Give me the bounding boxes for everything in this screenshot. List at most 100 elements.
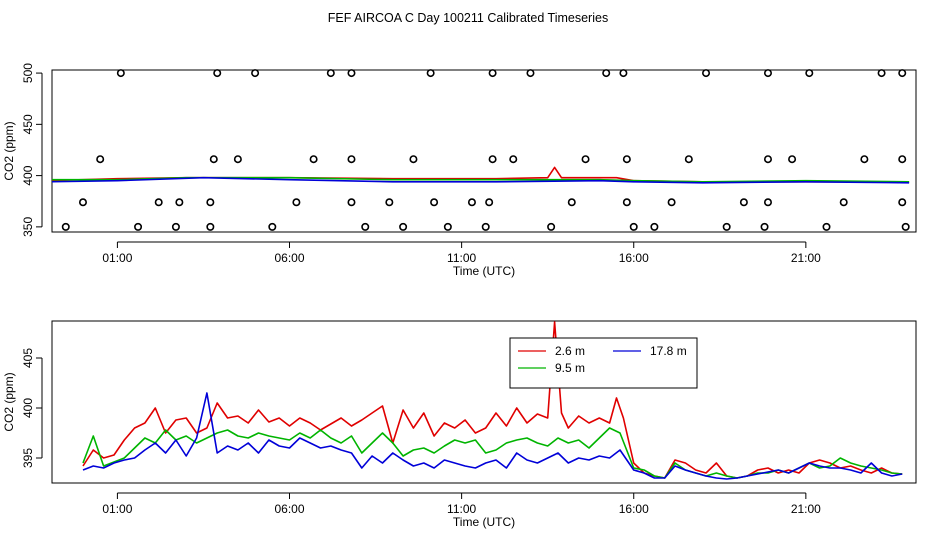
calibration-marker [347,155,356,164]
calibration-marker [877,69,886,78]
calibration-marker [650,222,659,231]
calibration-marker [667,198,676,207]
calibration-marker [206,198,215,207]
calibration-marker [898,198,907,207]
calibration-marker [78,198,87,207]
calibration-marker [763,155,772,164]
calibration-marker [361,222,370,231]
calibration-marker [309,155,318,164]
calibration-marker [788,155,797,164]
calibration-marker [581,155,590,164]
calibration-marker [898,69,907,78]
plot-data-area [52,166,910,184]
calibration-marker [347,69,356,78]
calibration-marker [839,198,848,207]
calibration-marker [409,155,418,164]
calibration-marker [763,69,772,78]
calibration-marker [213,69,222,78]
calibration-marker [206,222,215,231]
calibration-marker [430,198,439,207]
calibration-marker [602,69,611,78]
legend-label: 9.5 m [555,361,585,375]
series-line-2-6-m [82,321,903,479]
plot-frame [51,320,917,484]
calibration-marker [622,155,631,164]
legend-box [509,337,698,389]
calibration-marker [347,198,356,207]
x-tick-label: 21:00 [791,251,821,265]
calibration-marker [488,155,497,164]
x-tick-label: 16:00 [619,251,649,265]
calibration-marker [426,69,435,78]
calibration-marker [488,69,497,78]
calibration-marker [268,222,277,231]
legend-label: 2.6 m [555,344,585,358]
calibration-marker [467,198,476,207]
calibration-marker [154,198,163,207]
calibration-marker [547,222,556,231]
calibration-marker [684,155,693,164]
x-tick-label: 11:00 [447,251,476,265]
calibration-marker [622,198,631,207]
calibration-marker [898,155,907,164]
calibration-marker [763,198,772,207]
calibration-marker [399,222,408,231]
series-line-17-8-m [82,392,903,480]
x-tick-label: 01:00 [102,502,132,516]
y-axis-label: CO2 (ppm) [2,372,16,431]
series-line-2 [52,176,910,184]
calibration-marker [209,155,218,164]
page-title: FEF AIRCOA C Day 100211 Calibrated Times… [328,11,608,25]
x-tick-label: 06:00 [274,251,304,265]
calibration-marker [901,222,910,231]
calibration-marker [760,222,769,231]
legend-label: 17.8 m [650,344,687,358]
calibration-marker [326,69,335,78]
calibration-marker [251,69,260,78]
x-tick-label: 06:00 [274,502,304,516]
calibration-marker [619,69,628,78]
x-tick-label: 16:00 [619,502,649,516]
plot-data-area [82,321,903,480]
calibration-marker [567,198,576,207]
calibration-marker [629,222,638,231]
calibration-marker [722,222,731,231]
calibration-marker [485,198,494,207]
calibration-marker [739,198,748,207]
y-tick-label: 450 [21,114,35,134]
calibration-marker [171,222,180,231]
calibration-marker [116,69,125,78]
calibration-marker [822,222,831,231]
calibration-marker [61,222,70,231]
y-tick-label: 400 [21,398,35,418]
calibration-marker [860,155,869,164]
x-tick-label: 21:00 [791,502,821,516]
y-tick-label: 395 [21,448,35,468]
top-panel-chart: 01:00 06:00 11:00 16:00 21:00 Time (UTC) 350 40… [2,63,917,278]
calibration-marker [233,155,242,164]
y-tick-label: 350 [21,217,35,237]
x-tick-label: 01:00 [102,251,132,265]
y-axis-label: CO2 (ppm) [2,121,16,180]
calibration-marker [443,222,452,231]
calibration-marker [134,222,143,231]
calibration-marker [96,155,105,164]
plot-frame [51,69,917,233]
calibration-marker [481,222,490,231]
calibration-marker [385,198,394,207]
y-tick-label: 405 [21,348,35,368]
calibration-marker [526,69,535,78]
y-tick-label: 500 [21,63,35,83]
calibration-marker [805,69,814,78]
x-axis-label: Time (UTC) [453,515,515,529]
calibration-marker [702,69,711,78]
y-tick-label: 400 [21,165,35,185]
x-axis-label: Time (UTC) [453,264,515,278]
calibration-marker [509,155,518,164]
calibration-marker [175,198,184,207]
bottom-panel-chart: 01:00 06:00 11:00 16:00 21:00 Time (UTC) 395 40… [2,320,917,529]
calibration-marker [292,198,301,207]
x-tick-label: 11:00 [447,502,476,516]
